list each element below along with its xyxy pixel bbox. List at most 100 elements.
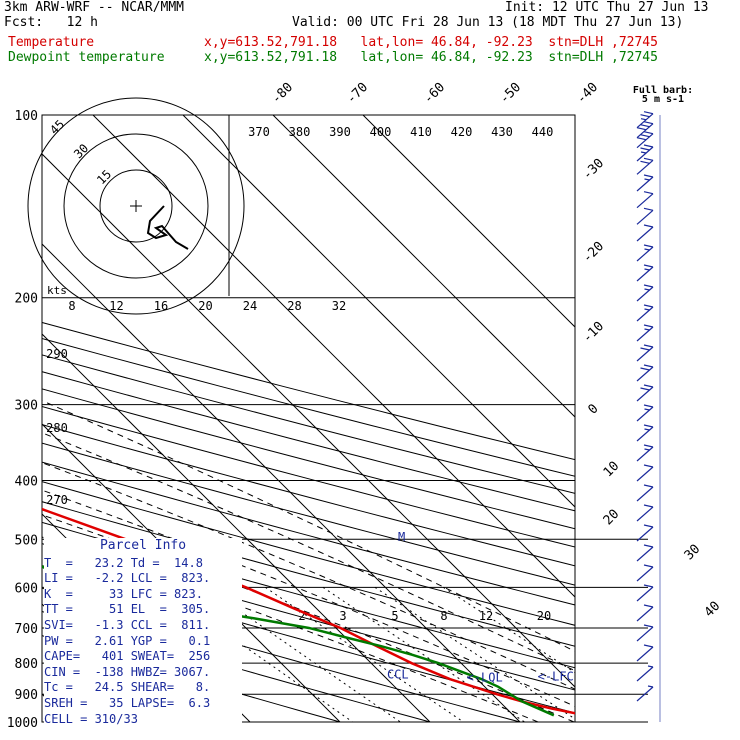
parcel-info-row: SREH = 35 LAPSE= 6.3 — [44, 695, 211, 710]
wind-barb — [636, 544, 654, 562]
wind-barb — [636, 504, 654, 522]
model-title: 3km ARW-WRF -- NCAR/MMM — [4, 0, 185, 15]
wind-barb — [636, 144, 654, 162]
hodograph-speed-label: 8 — [68, 299, 75, 313]
hodograph-speed-label: 12 — [109, 299, 123, 313]
wind-barb — [636, 665, 654, 682]
wind-barb — [636, 121, 654, 139]
dry-adiabat-line — [42, 424, 575, 567]
isotherm-label: -10 — [580, 319, 607, 346]
theta-e-label: 370 — [248, 125, 270, 139]
isotherm-label: 20 — [601, 507, 623, 529]
isotherm-line — [42, 333, 431, 722]
level-annotation: M — [398, 530, 405, 544]
theta-e-label: 440 — [532, 125, 554, 139]
wind-barb — [636, 111, 654, 129]
wind-barb — [636, 224, 654, 242]
dewpoint-legend-info: x,y=613.52,791.18 lat,lon= 46.84, -92.23… — [204, 50, 658, 65]
plot-frame — [41, 114, 576, 723]
wind-barb — [636, 464, 654, 482]
isotherm-label: -70 — [344, 80, 371, 107]
wind-barb — [636, 484, 654, 502]
parcel-info-row: T = 23.2 Td = 14.8 — [44, 555, 203, 570]
wind-barb-title: Full barb: — [633, 85, 693, 96]
level-annotation: <-LFC — [538, 670, 574, 684]
temperature-legend-label: Temperature — [8, 35, 95, 50]
hodograph-ring-label: 30 — [71, 141, 91, 161]
dry-adiabat-line — [42, 354, 575, 494]
mixing-ratio-line — [374, 586, 575, 720]
pressure-label: 600 — [15, 581, 38, 596]
isotherm-line — [42, 243, 521, 722]
parcel-info-row: LI = -2.2 LCL = 823. — [44, 571, 211, 586]
isotherm-line — [272, 115, 575, 418]
pressure-label: 200 — [15, 292, 38, 307]
wind-barb — [636, 584, 654, 602]
moist-adiabat-line — [42, 462, 575, 690]
hodograph-unit-label: kts — [47, 284, 67, 297]
parcel-info-box: Parcel Info T = 23.2 Td = 14.8 LI = -2.2 … — [44, 538, 242, 726]
wind-barb — [636, 174, 654, 192]
theta-e-label: 390 — [329, 125, 351, 139]
dewpoint-legend-label: Dewpoint temperature — [8, 50, 165, 65]
mixing-ratio-line — [322, 586, 525, 722]
isotherm-line — [92, 115, 575, 598]
mixing-ratio-label: 20 — [537, 609, 551, 623]
wind-barb — [636, 207, 654, 225]
wind-barb — [636, 644, 654, 662]
dry-adiabat-label: 290 — [46, 347, 68, 361]
wind-barb — [636, 564, 654, 582]
hodograph-trace — [146, 205, 189, 250]
wind-barb — [636, 284, 654, 302]
hodograph-ring — [99, 169, 173, 243]
theta-e-label: 400 — [370, 125, 392, 139]
parcel-info-row: SVI= -1.3 CCL = 811. — [44, 617, 211, 632]
pressure-label: 900 — [15, 688, 38, 703]
isotherm-line — [42, 153, 575, 688]
mixing-ratio-line — [443, 586, 575, 674]
dry-adiabat-line — [42, 461, 575, 606]
pressure-label: 400 — [15, 474, 38, 489]
wind-barb — [636, 191, 654, 209]
parcel-info-row: TT = 51 EL = 305. — [44, 602, 211, 617]
hodograph-speed-label: 32 — [332, 299, 346, 313]
isotherm-label: -80 — [269, 80, 296, 107]
pressure-label: 100 — [15, 109, 38, 124]
parcel-info-title: Parcel Info — [99, 538, 187, 553]
theta-e-label: 420 — [451, 125, 473, 139]
isotherm-label: -50 — [497, 80, 524, 107]
parcel-info-row: CIN = -138 HWBZ= 3067. — [44, 664, 211, 679]
pressure-label: 800 — [15, 657, 38, 672]
dry-adiabat-line — [42, 587, 521, 722]
mixing-ratio-label: 3 — [339, 609, 346, 623]
parcel-info-row: K = 33 LFC = 823. — [44, 586, 203, 601]
pressure-label: 1000 — [7, 716, 38, 731]
wind-barb — [636, 244, 654, 262]
dry-adiabat-label: 280 — [46, 421, 68, 435]
wind-barb — [636, 604, 654, 622]
mixing-ratio-label: 12 — [479, 609, 493, 623]
isotherm-label: 0 — [585, 401, 601, 417]
parcel-info-row: CELL = 310/33 — [44, 711, 138, 726]
theta-e-label: 430 — [491, 125, 513, 139]
isotherm-label: 10 — [601, 459, 623, 481]
mixing-ratio-label: 5 — [391, 609, 398, 623]
wind-barb — [636, 624, 654, 642]
hodograph-speed-label: 20 — [198, 299, 212, 313]
wind-barb — [636, 524, 654, 542]
init-time: Init: 12 UTC Thu 27 Jun 13 — [505, 0, 709, 15]
dry-adiabat-line — [42, 610, 431, 722]
dry-adiabat-label: 270 — [46, 493, 68, 507]
isotherm-line — [182, 115, 575, 508]
isotherm-label: -60 — [421, 80, 448, 107]
valid-time: Valid: 00 UTC Fri 28 Jun 13 (18 MDT Thu … — [292, 15, 684, 30]
pressure-label: 500 — [15, 533, 38, 548]
wind-barb — [636, 444, 654, 462]
wind-barb — [636, 131, 654, 149]
hodograph-speed-label: 16 — [154, 299, 168, 313]
forecast-hour: Fcst: 12 h — [4, 15, 98, 30]
hodograph-speed-label: 24 — [243, 299, 257, 313]
wind-barb — [636, 324, 654, 342]
isotherm-label: -20 — [580, 239, 607, 266]
